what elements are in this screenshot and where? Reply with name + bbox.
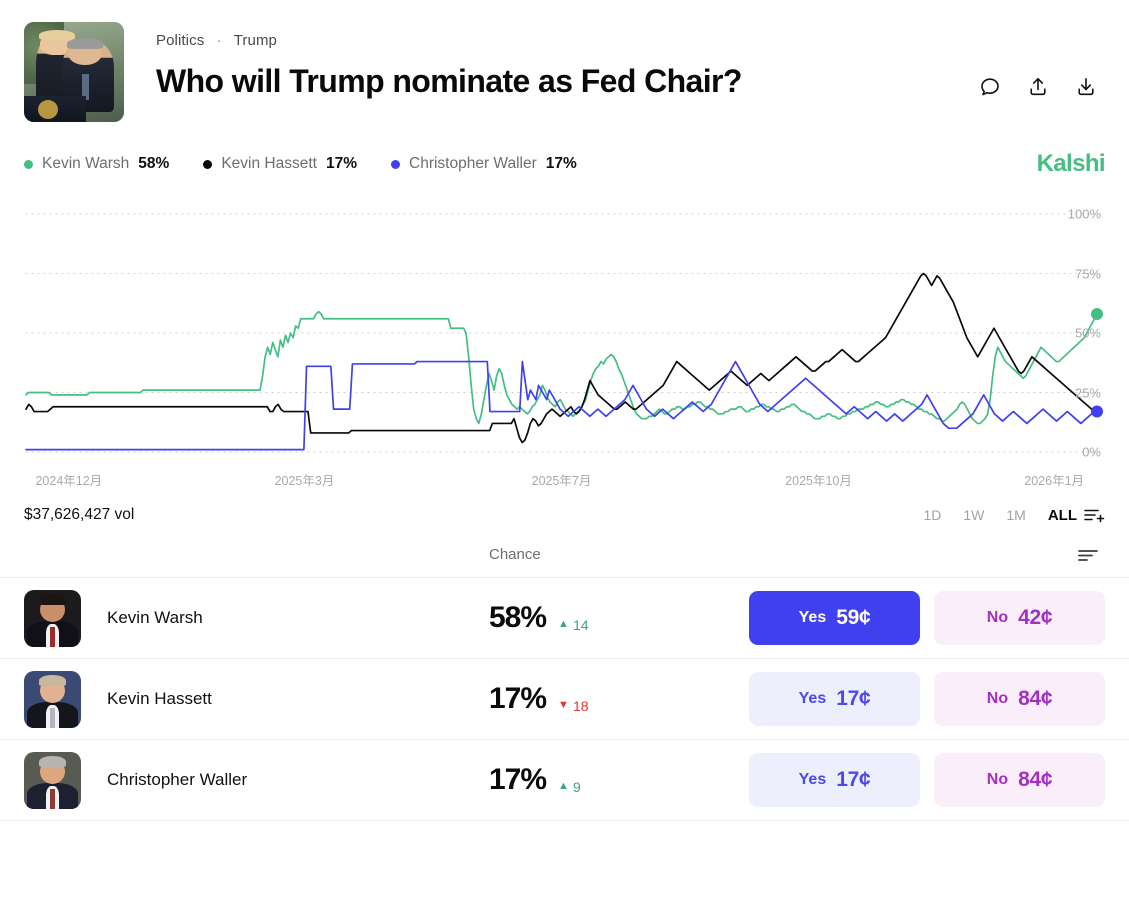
yes-button[interactable]: Yes 59¢ [749,591,920,645]
x-axis-tick: 2025年10月 [785,474,852,488]
market-name: Kevin Hassett [107,689,212,708]
column-header-chance: Chance [489,546,541,563]
legend-label: Christopher Waller [409,155,537,172]
trade-buttons: Yes 59¢ No 42¢ [749,591,1105,645]
no-button[interactable]: No 42¢ [934,591,1105,645]
legend-label: Kevin Hassett [221,155,317,172]
x-axis-tick: 2024年12月 [35,474,103,488]
table-body: Kevin Warsh 58% ▲ 14 Yes 59¢ No 42¢ Kevin Hasset… [0,578,1129,821]
no-button[interactable]: No 84¢ [934,672,1105,726]
delta-arrow-icon: ▲ [558,780,569,792]
time-range-all[interactable]: ALL [1047,506,1077,524]
legend-value: 58% [138,155,170,172]
legend-item[interactable]: Kevin Hassett 17% [203,155,357,173]
y-axis-tick: 25% [1074,385,1101,400]
yes-button[interactable]: Yes 17¢ [749,672,920,726]
yes-price: 17¢ [836,768,871,791]
price-history-chart[interactable]: 0% 25% 50% 75% 100% [0,202,1129,464]
breadcrumb-category[interactable]: Politics [156,32,205,49]
christopher-waller-avatar [24,751,81,809]
table-header: Chance [0,546,1129,578]
legend-value: 17% [325,155,357,172]
download-icon[interactable] [1073,74,1099,100]
chart-y-axis: 0% 25% 50% 75% 100% [1065,202,1123,464]
table-row[interactable]: Kevin Hassett 17% ▼ 18 Yes 17¢ No 84¢ [0,659,1129,740]
breadcrumb-subcategory[interactable]: Trump [233,32,277,49]
market-volume: $37,626,427 vol [24,506,135,523]
no-label: No [986,609,1009,626]
x-axis-tick: 2025年7月 [531,474,592,488]
time-range-1w[interactable]: 1W [963,507,985,523]
delta-value: 14 [572,616,589,633]
chart-legend: Kevin Warsh 58% Kevin Hassett 17% Christophe… [24,155,1037,173]
no-price: 42¢ [1018,606,1053,629]
breadcrumb-separator: · [216,32,222,49]
chart-settings-icon[interactable] [1083,506,1105,524]
y-axis-tick: 75% [1074,266,1101,281]
chance-delta: ▲ 14 [558,617,588,633]
table-row[interactable]: Kevin Warsh 58% ▲ 14 Yes 59¢ No 42¢ [0,578,1129,659]
no-label: No [986,771,1009,788]
chart-canvas [25,213,1103,453]
yes-label: Yes [798,609,827,626]
header-actions [977,22,1105,100]
chart-legend-row: Kevin Warsh 58% Kevin Hassett 17% Christophe… [0,122,1129,178]
page-title: Who will Trump nominate as Fed Chair? [156,63,742,99]
kevin-warsh-avatar [24,589,81,647]
chance-cell: 17% ▲ 9 [489,763,749,797]
chance-delta: ▲ 9 [558,779,581,795]
chart-x-axis: 2024年12月 2025年3月 2025年7月 2025年10月 2026年1月 [0,470,1129,500]
time-range-1d[interactable]: 1D [923,507,942,523]
no-label: No [986,690,1009,707]
no-button[interactable]: No 84¢ [934,753,1105,807]
time-range-1m[interactable]: 1M [1006,507,1026,523]
y-axis-tick: 50% [1074,325,1101,341]
kalshi-logo: Kalshi [1036,150,1106,177]
market-name: Kevin Warsh [107,608,203,627]
time-range-selector: 1D 1W 1M ALL [923,507,1077,524]
breadcrumb: Politics · Trump [156,22,977,49]
yes-label: Yes [798,690,827,707]
no-price: 84¢ [1018,768,1053,791]
chance-delta: ▼ 18 [558,698,588,714]
chance-value: 17% [489,682,547,715]
yes-price: 59¢ [836,606,871,629]
yes-label: Yes [798,771,827,788]
yes-button[interactable]: Yes 17¢ [749,753,920,807]
x-axis-tick: 2025年3月 [274,474,335,488]
trade-buttons: Yes 17¢ No 84¢ [749,672,1105,726]
legend-item[interactable]: Kevin Warsh 58% [24,155,169,173]
legend-item[interactable]: Christopher Waller 17% [391,155,577,173]
y-axis-tick: 0% [1082,444,1101,460]
delta-value: 18 [572,697,589,714]
market-hero-image [24,22,124,122]
y-axis-tick: 100% [1067,206,1101,222]
no-price: 84¢ [1018,687,1053,710]
legend-color-dot [391,159,400,169]
market-name: Christopher Waller [107,770,248,789]
delta-arrow-icon: ▼ [558,699,569,711]
trade-buttons: Yes 17¢ No 84¢ [749,753,1105,807]
table-row[interactable]: Christopher Waller 17% ▲ 9 Yes 17¢ No 84¢ [0,740,1129,821]
yes-price: 17¢ [836,687,871,710]
delta-arrow-icon: ▲ [558,618,569,630]
chart-footer: $37,626,427 vol 1D 1W 1M ALL [0,500,1129,524]
delta-value: 9 [572,778,581,795]
kevin-hassett-avatar [24,670,81,728]
sort-icon[interactable] [1077,548,1105,562]
markets-table: Chance Kevin Warsh 58% ▲ 14 Yes 59¢ No 42¢ Kevin… [0,546,1129,821]
chance-cell: 58% ▲ 14 [489,601,749,635]
chance-cell: 17% ▼ 18 [489,682,749,716]
market-header: Politics · Trump Who will Trump nominate… [0,0,1129,122]
legend-color-dot [203,159,213,169]
comment-icon[interactable] [977,74,1003,100]
legend-value: 17% [545,155,577,172]
share-icon[interactable] [1025,74,1051,100]
x-axis-tick: 2026年1月 [1024,474,1085,488]
chance-value: 58% [489,601,547,634]
chance-value: 17% [489,763,547,796]
legend-color-dot [24,159,33,169]
legend-label: Kevin Warsh [42,155,130,172]
